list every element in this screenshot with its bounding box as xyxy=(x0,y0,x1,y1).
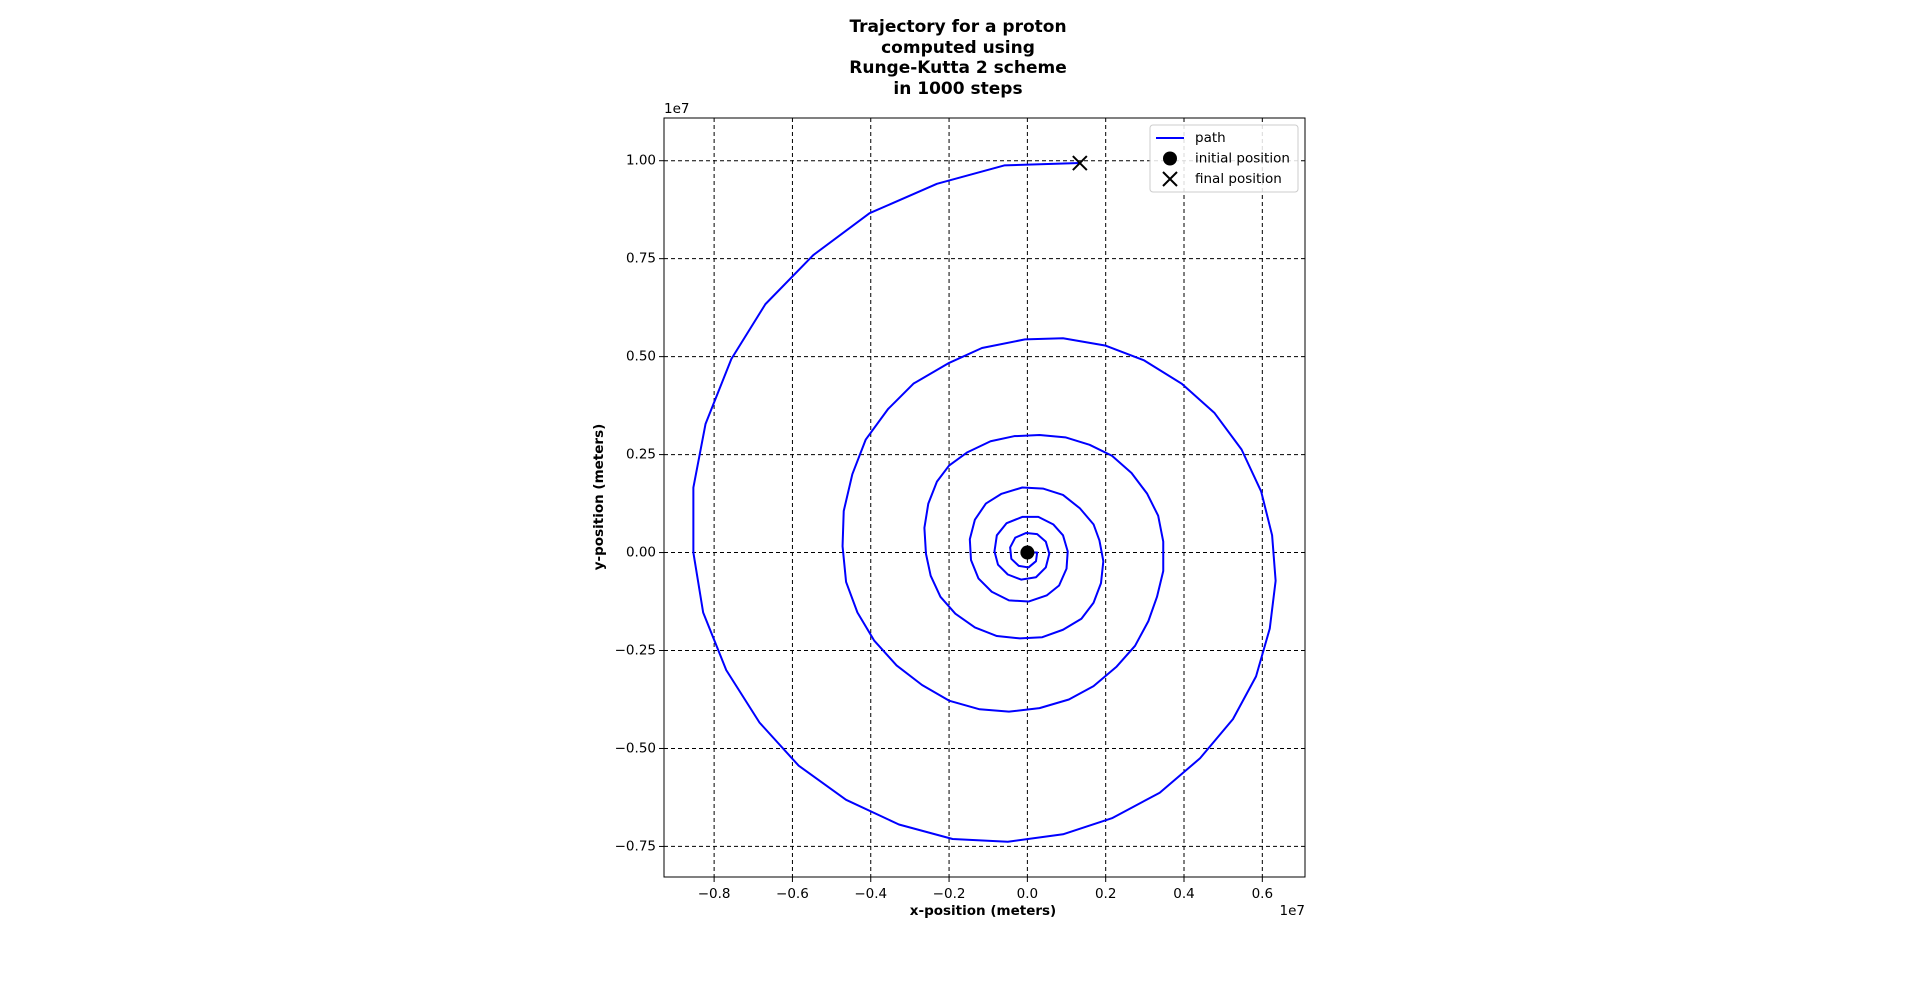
chart-title: Trajectory for a proton computed using R… xyxy=(849,17,1067,99)
legend-label: path xyxy=(1195,130,1226,146)
legend-label: initial position xyxy=(1195,151,1290,167)
point-marker xyxy=(1020,545,1035,560)
trajectory-line xyxy=(692,162,1277,843)
point-marker xyxy=(1072,155,1088,171)
y-tick-label: −0.50 xyxy=(615,740,656,756)
y-tick-label: 0.50 xyxy=(626,349,656,365)
x-tick-label: 0.6 xyxy=(1252,886,1273,902)
y-tick-label: −0.75 xyxy=(615,838,656,854)
x-tick-label: 0.0 xyxy=(1017,886,1038,902)
x-tick-label: 0.2 xyxy=(1095,886,1116,902)
y-tick-label: 0.75 xyxy=(626,251,656,267)
legend-box xyxy=(1149,124,1299,193)
y-tick-label: 1.00 xyxy=(626,153,656,169)
x-tick-label: −0.8 xyxy=(698,886,731,902)
legend-marker xyxy=(1162,171,1178,187)
legend-label: final position xyxy=(1195,171,1282,187)
y-axis-label: y-position (meters) xyxy=(591,424,607,571)
x-tick-label: −0.2 xyxy=(933,886,966,902)
x-tick-label: −0.6 xyxy=(776,886,809,902)
x-tick-label: −0.4 xyxy=(854,886,887,902)
x-tick-label: 0.4 xyxy=(1173,886,1194,902)
y-tick-label: 0.25 xyxy=(626,447,656,463)
y-offset-label: 1e7 xyxy=(664,101,689,117)
y-tick-label: 0.00 xyxy=(626,545,656,561)
y-tick-label: −0.25 xyxy=(615,643,656,659)
x-axis-label: x-position (meters) xyxy=(910,903,1056,919)
plot-frame xyxy=(663,117,1306,878)
legend-marker xyxy=(1163,151,1177,166)
x-offset-label: 1e7 xyxy=(1280,903,1305,919)
